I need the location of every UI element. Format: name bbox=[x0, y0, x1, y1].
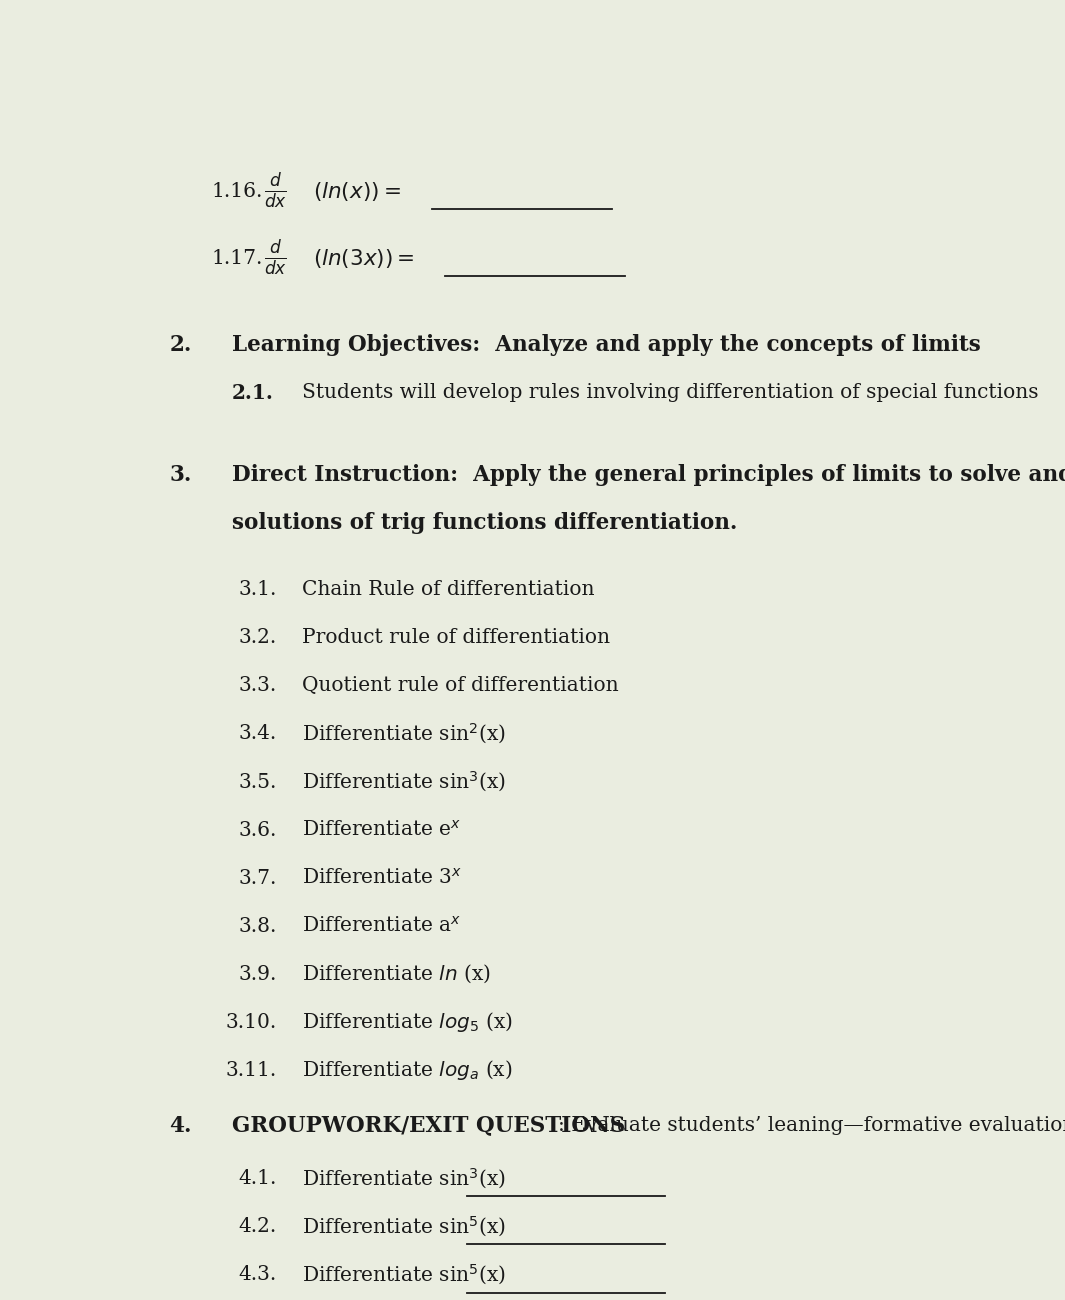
Text: Differentiate a$^x$: Differentiate a$^x$ bbox=[302, 916, 462, 936]
Text: Quotient rule of differentiation: Quotient rule of differentiation bbox=[302, 676, 619, 696]
Text: 3.7.: 3.7. bbox=[239, 868, 277, 888]
Text: 3.8.: 3.8. bbox=[239, 916, 277, 936]
Text: 2.1.: 2.1. bbox=[232, 382, 274, 403]
Text: Differentiate sin$^5$(x): Differentiate sin$^5$(x) bbox=[302, 1214, 506, 1239]
Text: 3.5.: 3.5. bbox=[239, 772, 277, 792]
Text: Chain Rule of differentiation: Chain Rule of differentiation bbox=[302, 580, 595, 599]
Text: 3.: 3. bbox=[169, 464, 192, 485]
Text: $(ln(x)) =$: $(ln(x)) =$ bbox=[313, 179, 400, 203]
Text: Differentiate $\mathit{ln}$ (x): Differentiate $\mathit{ln}$ (x) bbox=[302, 963, 491, 985]
Text: 3.4.: 3.4. bbox=[239, 724, 277, 744]
Text: 3.6.: 3.6. bbox=[239, 820, 277, 840]
Text: 3.2.: 3.2. bbox=[239, 628, 277, 647]
Text: 1.16.: 1.16. bbox=[212, 182, 263, 200]
Text: GROUPWORK/EXIT QUESTIONS: GROUPWORK/EXIT QUESTIONS bbox=[232, 1114, 625, 1136]
Text: $\frac{d}{dx}$: $\frac{d}{dx}$ bbox=[263, 172, 286, 211]
Text: : Evaluate students’ leaning—formative evaluation: : Evaluate students’ leaning—formative e… bbox=[558, 1117, 1065, 1135]
Text: $\frac{d}{dx}$: $\frac{d}{dx}$ bbox=[263, 238, 286, 278]
Text: 3.11.: 3.11. bbox=[226, 1061, 277, 1080]
Text: Differentiate 3$^x$: Differentiate 3$^x$ bbox=[302, 868, 462, 888]
Text: 1.17.: 1.17. bbox=[212, 248, 263, 268]
Text: Differentiate sin$^5$(x): Differentiate sin$^5$(x) bbox=[302, 1262, 506, 1287]
Text: 3.3.: 3.3. bbox=[239, 676, 277, 696]
Text: solutions of trig functions differentiation.: solutions of trig functions differentiat… bbox=[232, 512, 738, 533]
Text: Direct Instruction:  Apply the general principles of limits to solve and formula: Direct Instruction: Apply the general pr… bbox=[232, 464, 1065, 485]
Text: Differentiate $\mathit{log}_{a}$ (x): Differentiate $\mathit{log}_{a}$ (x) bbox=[302, 1058, 513, 1083]
Text: Differentiate sin$^2$(x): Differentiate sin$^2$(x) bbox=[302, 722, 506, 746]
Text: Differentiate $\mathit{log}_5$ (x): Differentiate $\mathit{log}_5$ (x) bbox=[302, 1010, 513, 1035]
Text: 3.10.: 3.10. bbox=[226, 1013, 277, 1032]
Text: 2.: 2. bbox=[169, 334, 192, 356]
Text: Differentiate sin$^3$(x): Differentiate sin$^3$(x) bbox=[302, 770, 506, 794]
Text: 4.1.: 4.1. bbox=[239, 1169, 277, 1188]
Text: 3.1.: 3.1. bbox=[239, 580, 277, 599]
Text: Product rule of differentiation: Product rule of differentiation bbox=[302, 628, 610, 647]
Text: Learning Objectives:  Analyze and apply the concepts of limits: Learning Objectives: Analyze and apply t… bbox=[232, 334, 981, 356]
Text: Students will develop rules involving differentiation of special functions: Students will develop rules involving di… bbox=[302, 384, 1038, 402]
Text: 4.3.: 4.3. bbox=[239, 1265, 277, 1284]
Text: Differentiate sin$^3$(x): Differentiate sin$^3$(x) bbox=[302, 1166, 506, 1191]
Text: 4.: 4. bbox=[169, 1114, 192, 1136]
Text: $(ln(3x)) =$: $(ln(3x)) =$ bbox=[313, 247, 414, 270]
Text: Differentiate e$^x$: Differentiate e$^x$ bbox=[302, 820, 462, 840]
Text: 4.2.: 4.2. bbox=[239, 1217, 277, 1236]
Text: 3.9.: 3.9. bbox=[239, 965, 277, 984]
